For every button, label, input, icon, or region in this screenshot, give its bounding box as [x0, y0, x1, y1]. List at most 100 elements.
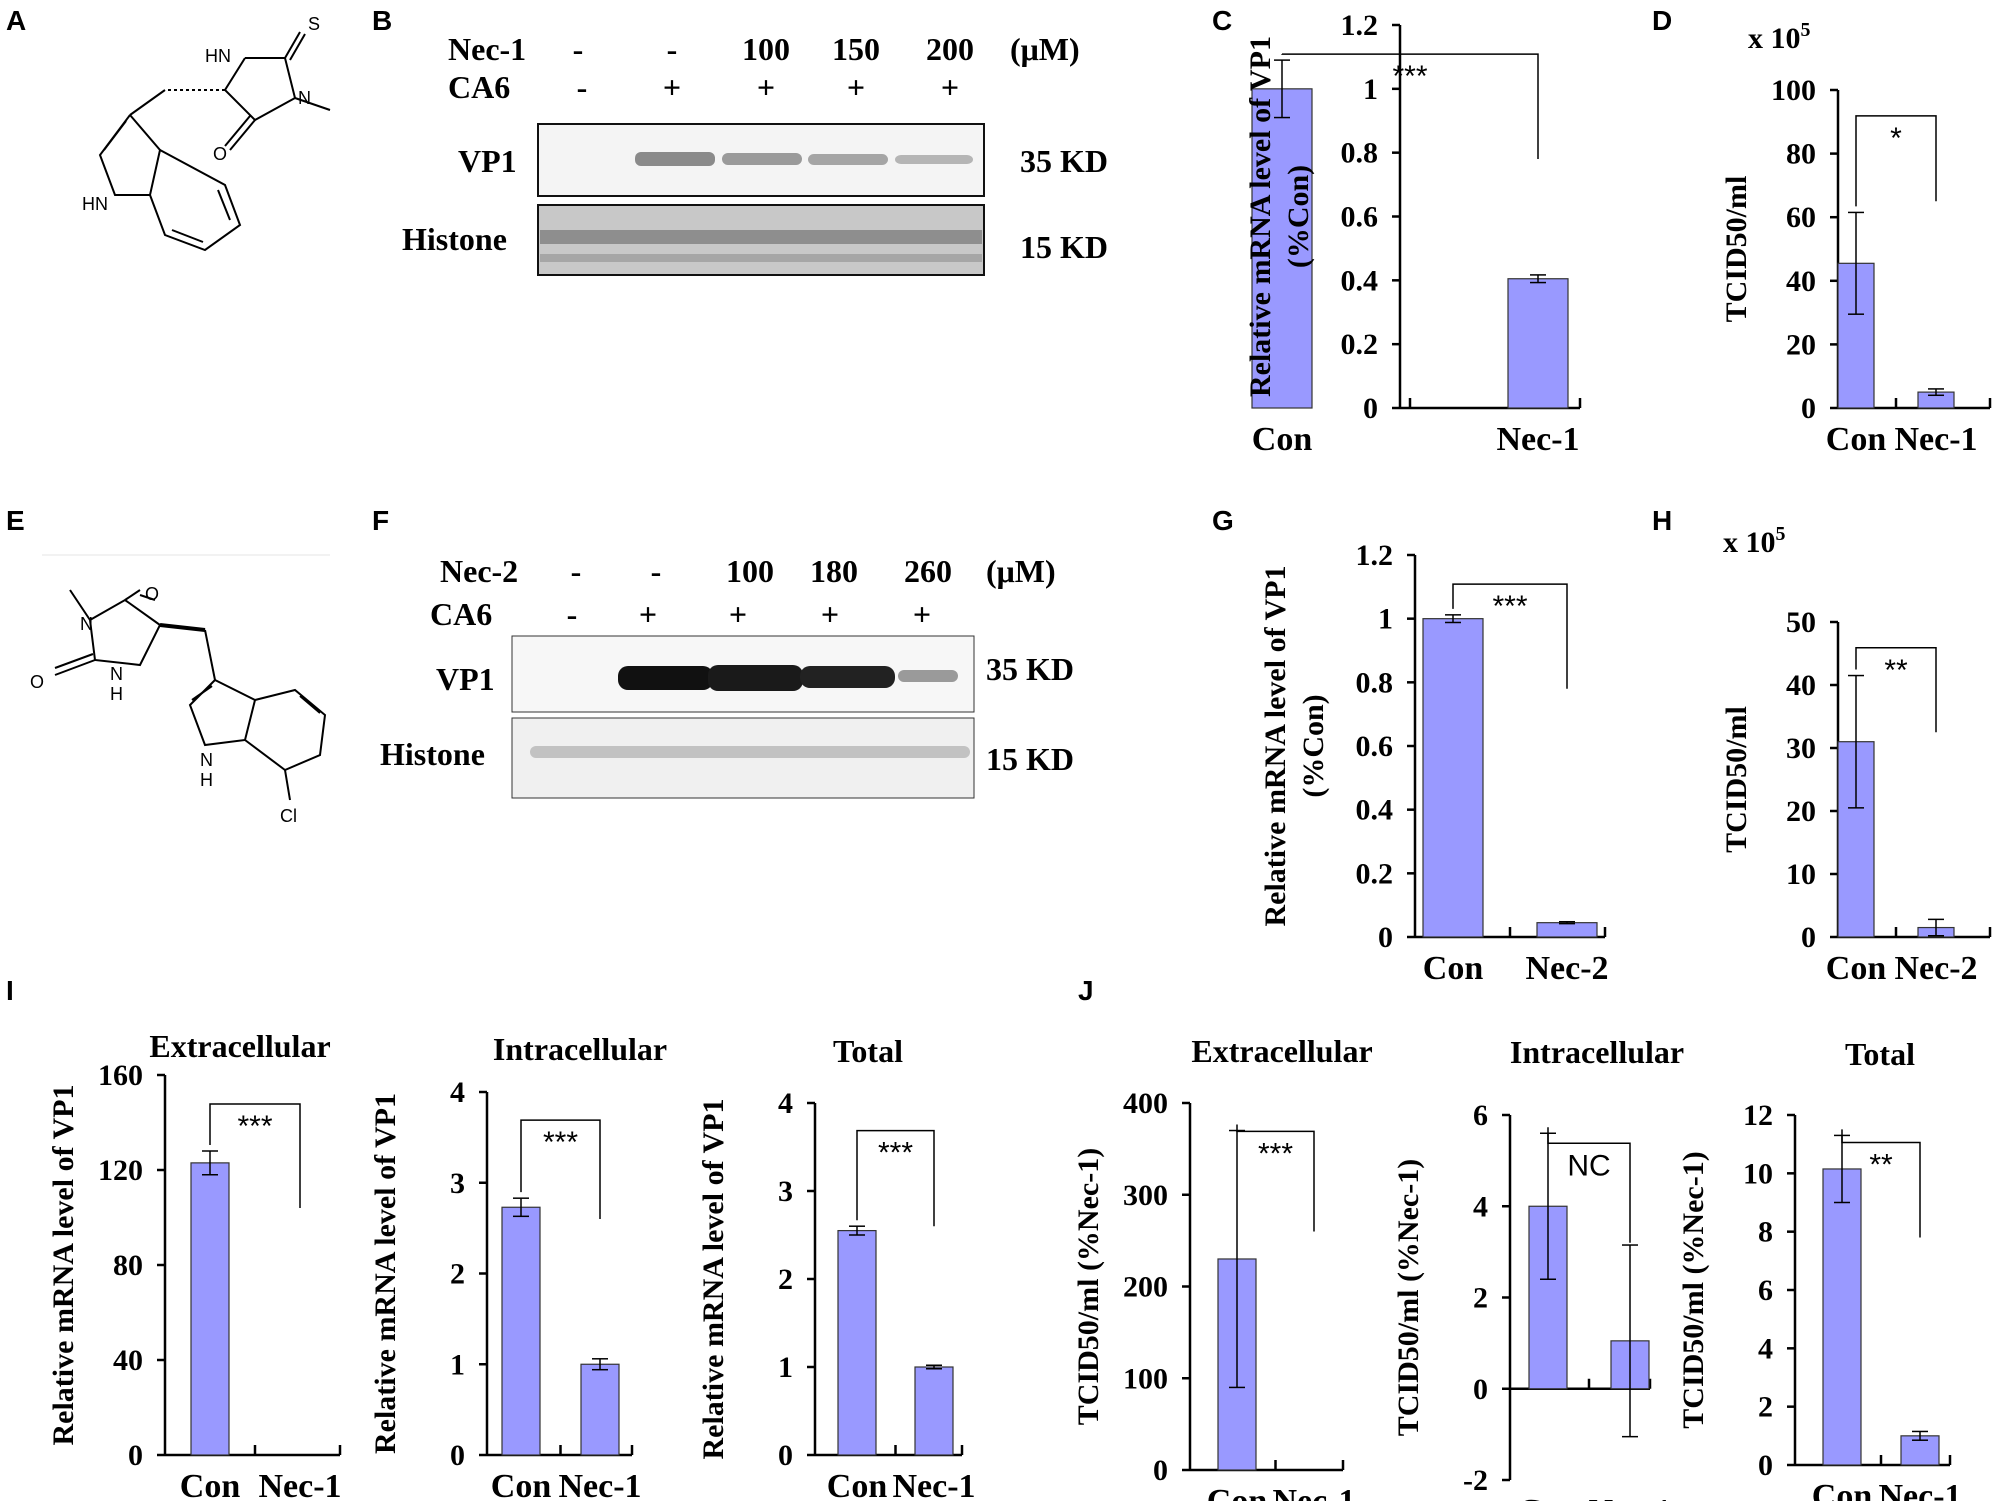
y-axis-label: TCID50/ml — [1720, 706, 1753, 853]
benzene-double-2 — [217, 189, 231, 221]
y-tick-label: 20 — [1786, 795, 1816, 828]
chart-panel-g: 0 0.2 0.4 0.6 0.8 1 1.2 Con Nec-2 *** Relative mRN… — [1259, 539, 1609, 987]
significance-marker: *** — [878, 1137, 913, 1170]
benzene-double — [171, 229, 204, 243]
blot-b-row2-value: + — [663, 69, 681, 105]
significance-bracket — [856, 1129, 935, 1227]
significance-bracket — [1855, 647, 1937, 733]
bar — [580, 1363, 620, 1456]
bar — [1251, 88, 1313, 409]
panel-label-f: F — [372, 505, 389, 536]
category-label: Con — [1207, 1483, 1268, 1501]
y-axis-label: TCID50/ml — [1720, 176, 1753, 323]
category-label: Con — [1518, 1493, 1579, 1501]
chart-panel-h: 0 10 20 30 40 50 Con Nec-2 ** TCID50/ml x 105 — [1720, 523, 1992, 987]
blot-f-row1-label: Nec-2 — [440, 553, 518, 589]
blot-f-row2-label: CA6 — [430, 596, 492, 632]
panel-label-a: A — [6, 5, 26, 36]
significance-bracket — [1236, 1124, 1315, 1232]
panel-label-g: G — [1212, 505, 1234, 536]
y-tick-label: 4 — [778, 1087, 793, 1120]
blot-f-band1-size: 35 KD — [986, 651, 1074, 687]
y-tick-label: 160 — [98, 1059, 143, 1092]
y-tick-label: 0 — [1153, 1454, 1168, 1487]
significance-bracket — [1452, 583, 1568, 689]
blot-b-histone-band — [540, 230, 982, 244]
y-tick-label: 10 — [1786, 858, 1816, 891]
blot-b-row1-label: Nec-1 — [448, 31, 526, 67]
chart-panel-d: 0 20 40 60 80 100 Con Nec-1 * TCID50/ml x 105 — [1720, 19, 1992, 458]
blot-b-band2-label: Histone — [402, 221, 507, 257]
y-tick-label: 30 — [1786, 732, 1816, 765]
blot-f-row1-value: - — [571, 553, 582, 589]
blot-f-band2-label: Histone — [380, 736, 485, 772]
pyrrole-double — [191, 685, 213, 701]
bar — [1822, 1168, 1862, 1466]
western-blot-f: Nec-2 - - 100 180 260 (μM) CA6 - + + + +… — [380, 553, 1074, 799]
methyl-bond — [69, 589, 91, 621]
atom-hn-top: HN — [205, 46, 231, 66]
y-tick-label: 100 — [1771, 74, 1816, 107]
category-label: Con — [827, 1468, 888, 1501]
y-tick-label: 0 — [1473, 1373, 1488, 1406]
category-label: Con — [1252, 421, 1313, 458]
panel-label-b: B — [372, 5, 392, 36]
blot-f-row2-value: + — [821, 596, 839, 632]
pyrrole-ring — [98, 114, 162, 196]
y-tick-label: 0.8 — [1356, 666, 1394, 699]
category-label: Nec-2 — [1894, 950, 1977, 987]
atom-o-top: O — [145, 584, 159, 604]
y-tick-label: 0.2 — [1341, 328, 1379, 361]
y-tick-label: 0 — [1801, 921, 1816, 954]
category-label: Nec-1 — [1588, 1493, 1671, 1501]
significance-bracket — [520, 1119, 601, 1220]
category-label: Nec-1 — [892, 1468, 975, 1501]
y-tick-label: 0.6 — [1341, 201, 1379, 234]
carbonyl-top-2 — [124, 589, 141, 601]
axis-multiplier: x 105 — [1748, 19, 1811, 55]
bar — [837, 1229, 877, 1456]
y-tick-label: 0.8 — [1341, 137, 1379, 170]
y-tick-label: 40 — [1786, 265, 1816, 298]
blot-b-band2-size: 15 KD — [1020, 229, 1108, 265]
y-tick-label: 1 — [1363, 73, 1378, 106]
atom-o-left: O — [30, 672, 44, 692]
blot-f-vp1-band — [618, 666, 713, 690]
significance-bracket — [1841, 1129, 1921, 1238]
y-axis-label: Relative mRNA level of VP1 — [1244, 36, 1277, 397]
blot-f-vp1-band — [800, 666, 895, 688]
blot-f-band1-label: VP1 — [436, 661, 495, 697]
chemical-structure-a — [98, 31, 331, 252]
y-tick-label: 0 — [128, 1439, 143, 1472]
western-blot-b: Nec-1 - - 100 150 200 (μM) CA6 - + + + +… — [402, 31, 1108, 276]
atom-h-indole: H — [200, 770, 213, 790]
chart-title: Intracellular — [1510, 1034, 1684, 1070]
blot-b-vp1-band — [635, 152, 715, 166]
panel-label-c: C — [1212, 5, 1232, 36]
chart-panel-i-total: 0 1 2 3 4 Con Nec-1 *** Relative mRNA level of V… — [697, 1033, 976, 1501]
category-label: Nec-1 — [1894, 421, 1977, 458]
y-tick-label: 1.2 — [1341, 9, 1379, 42]
y-tick-label: 40 — [1786, 669, 1816, 702]
y-tick-label: -2 — [1463, 1464, 1488, 1497]
atom-s: S — [308, 14, 320, 34]
y-axis-label: (%Con) — [1282, 165, 1315, 268]
significance-bracket — [1547, 1127, 1631, 1243]
blot-b-histone-band-lower — [540, 254, 982, 262]
significance-bracket — [1855, 115, 1937, 207]
chart-panel-c: 0 0.2 0.4 0.6 0.8 1 1.2 Con Nec-1 *** Relative mRN… — [1244, 9, 1582, 458]
blot-f-vp1-band — [898, 670, 958, 682]
blot-f-row2-value: + — [639, 596, 657, 632]
axis-multiplier: x 105 — [1723, 523, 1786, 559]
blot-b-row2-label: CA6 — [448, 69, 510, 105]
blot-b-vp1-band — [808, 154, 888, 165]
blot-b-row2-value: - — [577, 69, 588, 105]
y-tick-label: 80 — [1786, 138, 1816, 171]
atom-n-bottom: N — [110, 664, 123, 684]
axis-multiplier-exponent: 5 — [1776, 523, 1786, 545]
blot-b-band1-label: VP1 — [458, 143, 517, 179]
chart-title: Intracellular — [493, 1031, 667, 1067]
significance-marker: *** — [543, 1126, 578, 1159]
blot-b-row2-value: + — [757, 69, 775, 105]
